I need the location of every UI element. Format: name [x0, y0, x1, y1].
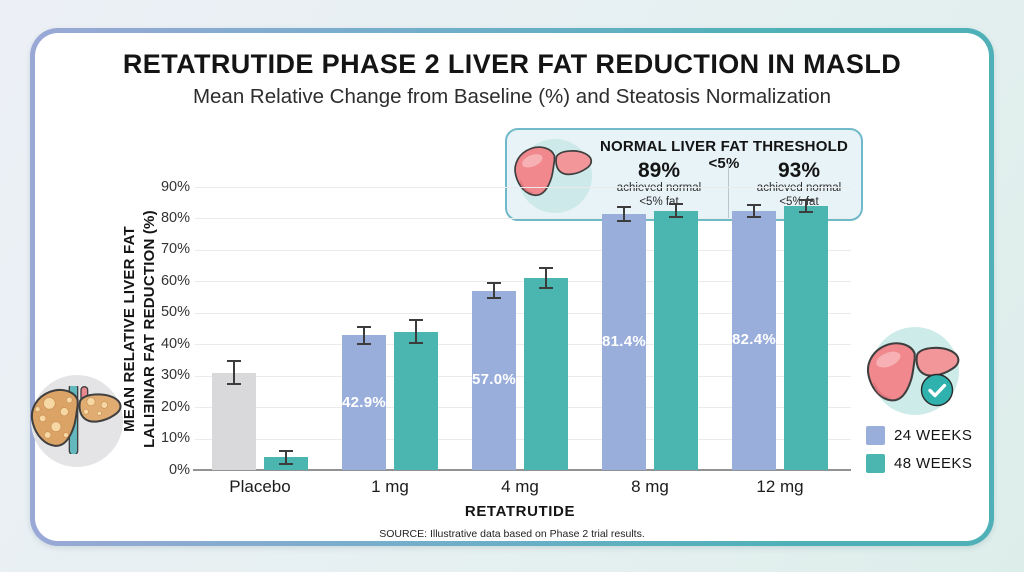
x-axis-line	[193, 469, 851, 471]
threshold-24w-line2: <5% fat	[639, 195, 679, 208]
bar-8-mg-24w	[602, 214, 646, 470]
y-tick-70: 70%	[160, 241, 190, 258]
healthy-liver-icon	[514, 146, 593, 197]
y-tick-0: 0%	[169, 461, 190, 478]
card-frame	[30, 28, 994, 546]
healthy-liver-result-icon	[867, 342, 960, 402]
threshold-title: NORMAL LIVER FAT THRESHOLD <5%	[600, 138, 848, 172]
gridline-70	[195, 249, 851, 251]
y-tick-80: 80%	[160, 209, 190, 226]
threshold-divider	[728, 162, 729, 218]
legend-swatch-24-weeks	[866, 426, 885, 445]
bar-8-mg-48w	[654, 210, 698, 470]
checkmark-icon	[920, 373, 954, 407]
threshold-24w-stat: 89% achieved normal <5% fat	[593, 159, 725, 209]
y-tick-40: 40%	[160, 335, 190, 352]
bar-12-mg-48w	[784, 205, 828, 470]
bar-1-mg-48w	[394, 331, 438, 470]
error-bar	[487, 282, 501, 300]
threshold-24w-line1: achieved normal	[616, 182, 702, 195]
y-tick-90: 90%	[160, 178, 190, 195]
y-tick-60: 60%	[160, 272, 190, 289]
gridline-40	[195, 344, 851, 346]
page-subtitle: Mean Relative Change from Baseline (%) a…	[192, 85, 832, 108]
y-tick-50: 50%	[160, 304, 190, 321]
bar-1-mg-24w	[342, 335, 386, 470]
x-category-8-mg: 8 mg	[631, 477, 669, 496]
legend-swatch-48-weeks	[866, 454, 885, 473]
gridline-20	[195, 407, 851, 409]
error-bar	[617, 206, 631, 222]
error-bar	[227, 359, 241, 386]
bar-value-label: 82.4%	[731, 331, 777, 349]
x-axis-title: RETATRUTIDE	[464, 503, 576, 520]
legend-item-48-weeks: 48 WEEKS	[866, 454, 972, 473]
error-bar	[747, 203, 761, 218]
gridline-80	[195, 218, 851, 220]
page-title: RETATRUTIDE PHASE 2 LIVER FAT REDUCTION …	[122, 49, 902, 79]
legend: 24 WEEKS 48 WEEKS	[866, 426, 972, 482]
x-category-4-mg: 4 mg	[501, 477, 539, 496]
y-tick-20: 20%	[160, 398, 190, 415]
threshold-48w-percent: 93%	[777, 159, 821, 182]
threshold-48w-stat: 93% achieved normal <5% fat	[733, 159, 865, 209]
bar-4-mg-24w	[472, 290, 516, 470]
gridline-50	[195, 312, 851, 314]
bar-value-label: 81.4%	[601, 333, 647, 351]
threshold-callout: NORMAL LIVER FAT THRESHOLD <5% 89% achie…	[505, 128, 863, 221]
bar-value-label: 57.0%	[471, 371, 517, 389]
x-category-12-mg: 12 mg	[756, 477, 804, 496]
fatty-liver-icon	[30, 386, 122, 454]
x-category-1-mg: 1 mg	[371, 477, 409, 496]
gridline-60	[195, 281, 851, 283]
error-bar	[357, 325, 371, 345]
legend-label-24-weeks: 24 WEEKS	[894, 427, 973, 444]
bar-value-label: 42.9%	[341, 393, 387, 411]
gridline-10	[195, 438, 851, 440]
bar-4-mg-48w	[524, 278, 568, 470]
legend-label-48-weeks: 48 WEEKS	[894, 455, 973, 472]
error-bar	[279, 449, 293, 466]
error-bar	[409, 319, 423, 345]
source-note: SOURCE: Illustrative data based on Phase…	[379, 528, 645, 540]
legend-item-24-weeks: 24 WEEKS	[866, 426, 972, 445]
threshold-24w-percent: 89%	[637, 159, 681, 182]
x-category-placebo: Placebo	[229, 477, 291, 496]
error-bar	[799, 198, 813, 214]
gridline-90	[195, 187, 851, 188]
error-bar	[669, 202, 683, 219]
y-tick-30: 30%	[160, 367, 190, 384]
threshold-48w-line1: achieved normal	[756, 182, 842, 195]
bar-12-mg-24w	[732, 210, 776, 470]
error-bar	[539, 267, 553, 290]
bar-placebo-24w	[212, 372, 256, 470]
y-tick-10: 10%	[160, 430, 190, 447]
gridline-30	[195, 375, 851, 377]
